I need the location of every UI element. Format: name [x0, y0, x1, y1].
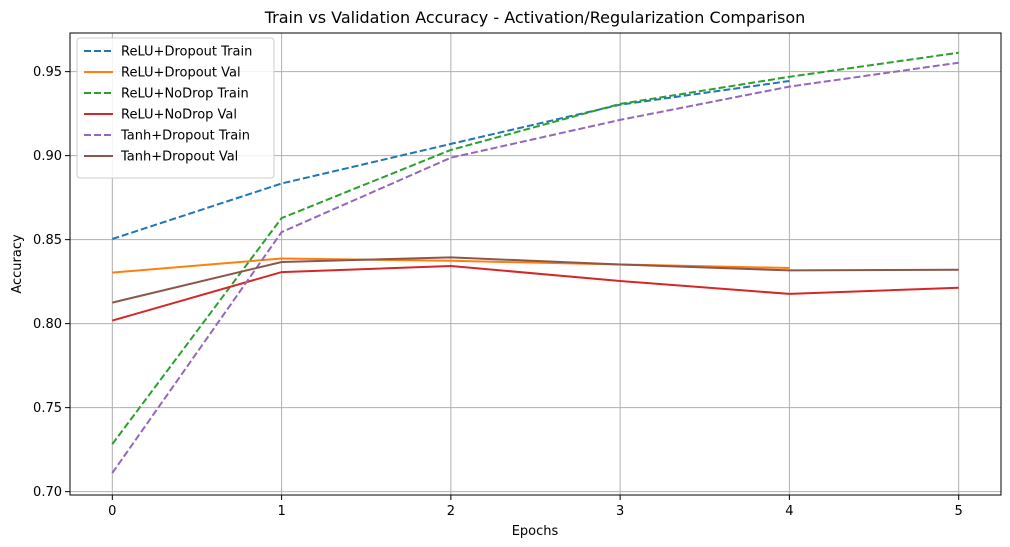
- series-line-tanh-dropout-train: [111, 61, 959, 474]
- series-layer: [111, 51, 959, 474]
- series-line-relu-dropout-train: [111, 80, 790, 240]
- legend-label: ReLU+NoDrop Val: [121, 108, 237, 123]
- legend-label: ReLU+Dropout Val: [121, 66, 241, 81]
- legend-label: ReLU+NoDrop Train: [121, 87, 249, 102]
- y-tick-label: 0.95: [33, 65, 62, 80]
- x-tick-label: 0: [108, 504, 116, 519]
- y-axis: 0.70 0.75 0.80 0.85 0.90 0.95: [33, 65, 70, 500]
- x-tick-label: 1: [277, 504, 285, 519]
- x-axis-label: Epochs: [512, 524, 559, 539]
- series-line-relu-nodrop-train: [111, 51, 959, 445]
- y-tick-label: 0.80: [33, 317, 62, 332]
- x-tick-label: 5: [955, 504, 963, 519]
- legend-label: ReLU+Dropout Train: [121, 45, 252, 60]
- x-tick-label: 4: [785, 504, 793, 519]
- series-line-relu-nodrop-val: [112, 264, 959, 322]
- chart-title: Train vs Validation Accuracy - Activatio…: [264, 8, 806, 27]
- y-axis-label: Accuracy: [10, 234, 25, 294]
- legend-label: Tanh+Dropout Val: [120, 150, 238, 165]
- y-tick-label: 0.85: [33, 233, 62, 248]
- x-tick-label: 2: [447, 504, 455, 519]
- y-tick-label: 0.70: [33, 485, 62, 500]
- y-tick-label: 0.90: [33, 149, 62, 164]
- x-tick-label: 3: [616, 504, 624, 519]
- series-line-tanh-dropout-val: [112, 256, 959, 304]
- legend-label: Tanh+Dropout Train: [120, 129, 250, 144]
- plot-frame: [69, 32, 1002, 496]
- y-tick-label: 0.75: [33, 401, 62, 416]
- legend-box: [76, 37, 275, 179]
- x-axis: 0 1 2 3 4 5: [108, 495, 963, 519]
- legend: ReLU+Dropout Train ReLU+Dropout Val ReLU+N…: [76, 37, 275, 179]
